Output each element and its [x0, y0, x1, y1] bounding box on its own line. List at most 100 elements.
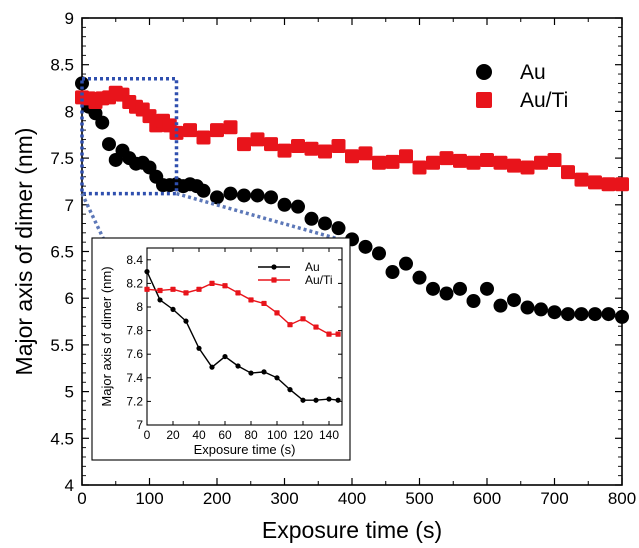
- inset-y-tick-label: 7: [136, 418, 143, 432]
- data-point-au-ti: [480, 152, 494, 167]
- inset-x-tick-label: 120: [293, 428, 313, 442]
- x-tick-label: 600: [473, 489, 501, 508]
- data-point-au-ti: [520, 160, 535, 175]
- data-point-au-ti: [237, 137, 251, 152]
- data-point-au: [574, 307, 589, 322]
- inset-data-point-au: [209, 364, 215, 370]
- data-point-au: [291, 199, 305, 214]
- inset-x-tick-label: 0: [144, 428, 151, 442]
- y-tick-label: 5.5: [50, 336, 74, 355]
- data-point-au-ti: [223, 120, 238, 135]
- data-point-au: [507, 293, 521, 308]
- inset-data-point-au: [196, 345, 202, 351]
- x-tick-label: 0: [77, 489, 86, 508]
- inset-data-point-au: [313, 397, 319, 403]
- inset-x-axis-title: Exposure time (s): [194, 442, 296, 457]
- inset-data-point-au-ti: [313, 324, 319, 330]
- data-point-au: [493, 298, 508, 313]
- data-point-au: [304, 211, 319, 226]
- legend-label: Au/Ti: [520, 89, 568, 112]
- data-point-au-ti: [277, 143, 292, 158]
- x-tick-label: 800: [608, 489, 636, 508]
- data-point-au: [331, 221, 346, 236]
- data-point-au-ti: [507, 158, 521, 173]
- inset-data-point-au-ti: [170, 286, 176, 292]
- inset-data-point-au-ti: [261, 300, 267, 307]
- inset-data-point-au: [274, 375, 280, 381]
- data-point-au-ti: [601, 177, 616, 192]
- x-tick-label: 500: [405, 489, 433, 508]
- inset-data-point-au-ti: [326, 331, 332, 337]
- zoom-link-line-left: [80, 192, 106, 241]
- inset-data-point-au: [170, 306, 176, 312]
- data-point-au-ti: [196, 130, 211, 145]
- zoom-link-line-right: [176, 191, 343, 242]
- y-tick-label: 8: [65, 102, 74, 121]
- inset-data-point-au-ti: [274, 310, 280, 316]
- inset-legend-marker: [271, 277, 277, 283]
- inset-y-tick-label: 7.2: [126, 394, 143, 408]
- data-point-au: [588, 307, 602, 322]
- data-point-au-ti: [291, 138, 305, 153]
- main-plot: 0 100 200 300 400 500 600 700 80044.555.566.577.…: [11, 9, 636, 543]
- inset-data-point-au-ti: [183, 290, 189, 296]
- inset-y-tick-label: 7.6: [126, 347, 143, 361]
- x-tick-label: 400: [338, 489, 366, 508]
- zoom-region-box: [80, 76, 179, 196]
- inset-data-point-au-ti: [287, 322, 293, 328]
- y-axis-title: Major axis of dimer (nm): [11, 128, 37, 376]
- inset-data-point-au: [235, 363, 241, 369]
- y-tick-label: 6: [65, 289, 74, 308]
- inset-legend-label: Au/Ti: [305, 273, 333, 287]
- data-point-au-ti: [210, 123, 224, 138]
- inset-data-point-au: [248, 370, 254, 376]
- y-tick-label: 6.5: [50, 243, 74, 262]
- inset-data-point-au-ti: [222, 283, 228, 289]
- data-point-au: [439, 286, 454, 301]
- data-point-au-ti: [547, 152, 562, 167]
- inset-y-axis-title: Major axis of dimer (nm): [99, 266, 114, 406]
- inset-x-tick-label: 20: [166, 428, 180, 442]
- data-point-au: [480, 281, 494, 296]
- data-point-au: [95, 115, 110, 130]
- data-point-au: [277, 197, 292, 212]
- legend-marker-au-ti: [476, 92, 492, 108]
- y-tick-label: 7.5: [50, 149, 74, 168]
- inset-y-tick-label: 7.4: [126, 371, 143, 385]
- data-point-au: [223, 186, 238, 201]
- inset-data-point-au: [335, 397, 341, 403]
- data-point-au-ti: [183, 123, 197, 138]
- data-point-au: [102, 137, 116, 152]
- data-point-au-ti: [358, 146, 373, 161]
- inset-series-line-au-ti: [146, 282, 339, 335]
- y-tick-label: 8.5: [50, 56, 74, 75]
- inset-data-point-au-ti: [235, 290, 241, 296]
- data-point-au-ti: [561, 165, 575, 180]
- data-point-au-ti: [574, 172, 589, 187]
- data-point-au: [466, 294, 481, 309]
- inset-plot-frame: [146, 247, 343, 426]
- inset-plot: 0 20 40 60 80 100 120 140 7 7.2 7.4 7.6 7.8 8 8.2 8.4 Ex…: [91, 237, 351, 461]
- inset-data-point-au-ti: [144, 286, 150, 292]
- inset-y-tick-label: 8.2: [126, 276, 143, 290]
- data-point-au: [520, 300, 535, 315]
- data-point-au: [264, 190, 278, 205]
- x-tick-label: 300: [270, 489, 298, 508]
- inset-y-tick-label: 8: [136, 300, 143, 314]
- data-point-au: [196, 183, 211, 198]
- data-point-au: [399, 256, 413, 271]
- data-point-au-ti: [426, 155, 440, 170]
- data-point-au-ti: [412, 160, 427, 175]
- data-point-au: [615, 309, 629, 324]
- data-point-au: [250, 188, 265, 203]
- data-point-au-ti: [453, 153, 467, 168]
- data-point-au-ti: [318, 144, 332, 159]
- y-tick-label: 9: [65, 9, 74, 28]
- inset-data-point-au-ti: [157, 287, 163, 294]
- data-point-au: [601, 307, 616, 322]
- data-point-au-ti: [169, 125, 184, 140]
- data-point-au: [358, 239, 373, 254]
- data-point-au: [237, 188, 251, 203]
- legend-marker-au: [476, 64, 492, 80]
